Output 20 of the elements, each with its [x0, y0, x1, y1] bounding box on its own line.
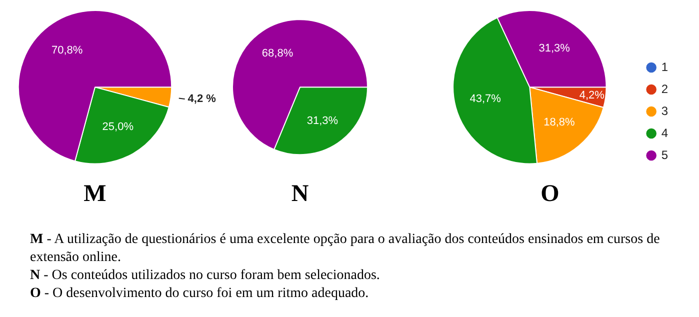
text: O - O desenvolvimento do curso foi em um ritmo adequado. — [30, 285, 370, 303]
data-label: 43,7% — [470, 93, 502, 106]
data-label: 68,8% — [262, 47, 294, 60]
data-label: 70,8% — [51, 44, 83, 57]
data-label: 4,2 % — [188, 93, 216, 106]
data-label: 25,0% — [102, 120, 134, 133]
text: O — [540, 180, 560, 207]
data-label: 4,2% — [579, 90, 605, 102]
legend-label: 2 — [661, 82, 668, 96]
data-label: 31,3% — [538, 42, 570, 54]
text: M — [84, 180, 106, 207]
legend-label: 5 — [661, 148, 668, 162]
text: N — [291, 180, 310, 207]
legend-label: 4 — [661, 126, 668, 140]
data-label: 31,3% — [306, 114, 338, 127]
legend-label: 1 — [661, 60, 668, 74]
legend-label: 3 — [661, 104, 668, 118]
text: M - A utilização de questionários é uma excelente opção para o avaliação dos conteúdos ensinados em cursos de extensão online. — [30, 231, 661, 267]
text: N - Os conteúdos utilizados no curso foram bem selecionados. — [30, 267, 381, 285]
data-label: 18,8% — [544, 116, 576, 128]
